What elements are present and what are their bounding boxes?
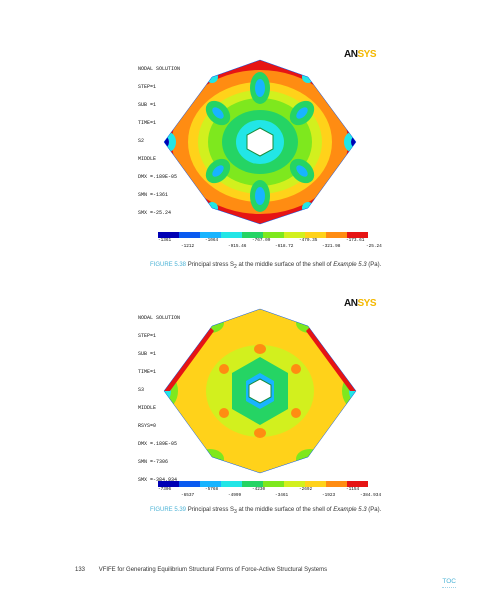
colorbar-tick: -4230 bbox=[252, 487, 266, 492]
colorbar-swatch bbox=[326, 232, 347, 238]
caption-example-ref[interactable]: Example 5.3 bbox=[333, 507, 367, 513]
colorbar-swatch bbox=[347, 481, 368, 487]
colorbar-tick: -7306 bbox=[158, 487, 172, 492]
colorbar-tick: -1361 bbox=[158, 238, 172, 243]
colorbar-swatch bbox=[158, 232, 179, 238]
colorbar-tick: -1064 bbox=[205, 238, 219, 243]
colorbar-swatch bbox=[347, 232, 368, 238]
colorbar-tick: -384.934 bbox=[360, 493, 382, 498]
colorbar-swatch bbox=[305, 232, 326, 238]
colorbar-ticks: -1361 -1064 -767.09 -470.35 -173.61 -121… bbox=[154, 238, 384, 252]
colorbar-swatch bbox=[200, 481, 221, 487]
info-line: SUB =1 bbox=[138, 351, 157, 357]
figure-caption: FIGURE 5.39 Principal stress S3 at the m… bbox=[150, 507, 381, 515]
colorbar-tick: -321.98 bbox=[322, 244, 341, 249]
info-line: SMX =-25.24 bbox=[138, 210, 172, 216]
colorbar-tick: -5768 bbox=[205, 487, 219, 492]
caption-subscript: 3 bbox=[234, 509, 237, 516]
caption-label: FIGURE 5.38 bbox=[150, 262, 187, 268]
caption-text: at the middle surface of the shell of bbox=[236, 507, 334, 513]
colorbar-tick: -6537 bbox=[181, 493, 195, 498]
colorbar-tick: -618.72 bbox=[275, 244, 294, 249]
colorbar-swatch bbox=[284, 481, 305, 487]
colorbar-swatch bbox=[263, 481, 284, 487]
colorbar-swatch bbox=[263, 232, 284, 238]
colorbar bbox=[158, 481, 368, 487]
info-line: NODAL SOLUTION bbox=[138, 66, 181, 72]
ansys-logo: ANSYS bbox=[344, 49, 376, 60]
info-line: MIDDLE bbox=[138, 156, 157, 162]
colorbar-swatch bbox=[179, 481, 200, 487]
info-line: STEP=1 bbox=[138, 84, 157, 90]
colorbar-swatch bbox=[200, 232, 221, 238]
colorbar-swatch bbox=[158, 481, 179, 487]
info-line: DMX =.189E-05 bbox=[138, 441, 178, 447]
colorbar-swatch bbox=[326, 481, 347, 487]
info-line: TIME=1 bbox=[138, 120, 157, 126]
figure-caption: FIGURE 5.38 Principal stress S2 at the m… bbox=[150, 262, 381, 270]
info-line: NODAL SOLUTION bbox=[138, 315, 181, 321]
page-number: 133 bbox=[75, 567, 86, 573]
stress-contour-plot bbox=[163, 59, 357, 225]
info-line: RSYS=0 bbox=[138, 423, 157, 429]
running-title: VFIFE for Generating Equilibrium Structu… bbox=[98, 567, 328, 573]
colorbar-swatch bbox=[242, 232, 263, 238]
page-footer: 133 VFIFE for Generating Equilibrium Str… bbox=[75, 567, 327, 573]
colorbar-swatch bbox=[179, 232, 200, 238]
colorbar-tick: -470.35 bbox=[299, 238, 318, 243]
toc-underline bbox=[442, 587, 456, 588]
colorbar-swatch bbox=[221, 232, 242, 238]
info-line: SUB =1 bbox=[138, 102, 157, 108]
colorbar-tick: -1212 bbox=[181, 244, 195, 249]
colorbar-ticks: -7306 -5768 -4230 -2692 -1154 -6537 -499… bbox=[154, 487, 384, 501]
stress-contour-plot bbox=[163, 308, 357, 474]
info-line: STEP=1 bbox=[138, 333, 157, 339]
info-line: SMN =-1361 bbox=[138, 192, 169, 198]
info-line: SMX =-384.934 bbox=[138, 477, 178, 483]
colorbar-tick: -2692 bbox=[299, 487, 313, 492]
colorbar-tick: -915.46 bbox=[228, 244, 247, 249]
info-line: SMN =-7306 bbox=[138, 459, 169, 465]
caption-text: (Pa). bbox=[366, 262, 382, 268]
caption-text: (Pa). bbox=[366, 507, 382, 513]
colorbar-tick: -1154 bbox=[346, 487, 360, 492]
colorbar-swatch bbox=[221, 481, 242, 487]
info-line: TIME=1 bbox=[138, 369, 157, 375]
colorbar-tick: -767.09 bbox=[252, 238, 271, 243]
colorbar-swatch bbox=[284, 232, 305, 238]
caption-subscript: 2 bbox=[234, 264, 237, 271]
caption-label: FIGURE 5.39 bbox=[150, 507, 187, 513]
figure-5-38: NODAL SOLUTION STEP=1 SUB =1 TIME=1 S2 (… bbox=[128, 44, 382, 249]
toc-link[interactable]: TOC bbox=[442, 578, 456, 585]
info-line: MIDDLE bbox=[138, 405, 157, 411]
caption-text: at the middle surface of the shell of bbox=[236, 262, 334, 268]
info-line: DMX =.189E-05 bbox=[138, 174, 178, 180]
colorbar-tick: -25.24 bbox=[366, 244, 382, 249]
colorbar-swatch bbox=[305, 481, 326, 487]
colorbar-tick: -4999 bbox=[228, 493, 242, 498]
colorbar-tick: -1923 bbox=[322, 493, 336, 498]
colorbar-swatch bbox=[242, 481, 263, 487]
ansys-logo: ANSYS bbox=[344, 298, 376, 309]
caption-text: Principal stress S bbox=[187, 262, 235, 268]
colorbar-tick: -173.61 bbox=[346, 238, 365, 243]
colorbar bbox=[158, 232, 368, 238]
colorbar-tick: -3461 bbox=[275, 493, 289, 498]
figure-5-39: NODAL SOLUTION STEP=1 SUB =1 TIME=1 S3 (… bbox=[128, 293, 381, 498]
caption-text: Principal stress S bbox=[187, 507, 235, 513]
caption-example-ref[interactable]: Example 5.3 bbox=[333, 262, 367, 268]
